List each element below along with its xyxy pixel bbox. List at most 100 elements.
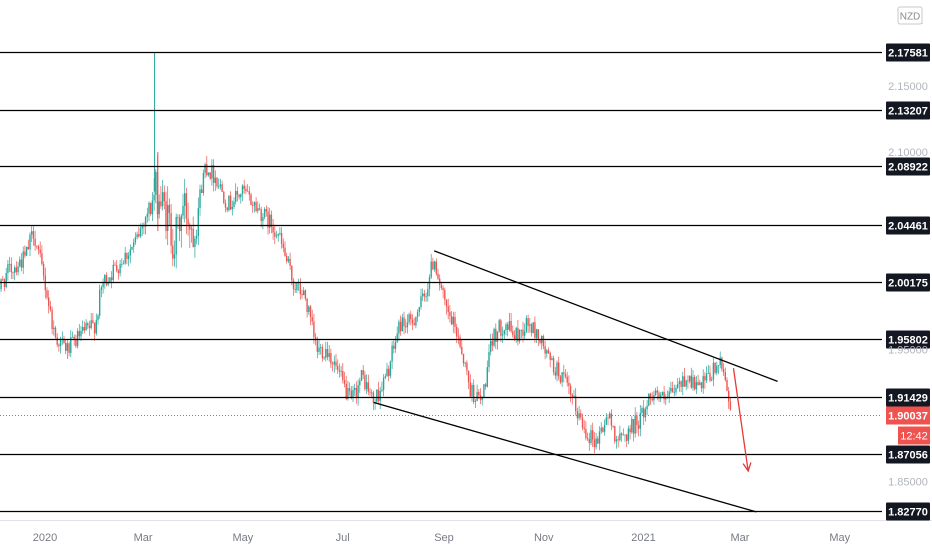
candle <box>597 436 598 444</box>
candle <box>310 305 311 325</box>
countdown-label: 12:42 <box>900 431 928 443</box>
candle-body <box>458 336 459 337</box>
candle <box>159 194 160 218</box>
candle <box>131 247 132 251</box>
candle <box>308 305 309 315</box>
candle-body <box>53 328 54 329</box>
candle <box>376 389 377 403</box>
candle-body <box>283 244 284 248</box>
candle-body <box>77 331 78 346</box>
candle-body <box>332 364 333 365</box>
candle <box>179 214 180 241</box>
candle-body <box>402 317 403 331</box>
candle <box>663 386 664 404</box>
candle-body <box>657 391 658 393</box>
candle-body <box>303 290 304 295</box>
candle-body <box>703 376 704 388</box>
candle-body <box>478 392 479 395</box>
candle <box>272 219 273 240</box>
candle <box>133 239 134 253</box>
candle-body <box>329 353 330 357</box>
candle-body <box>714 363 715 373</box>
candle-body <box>228 196 229 211</box>
candle <box>709 366 710 382</box>
candle <box>340 366 341 377</box>
candle <box>682 372 683 395</box>
candle-body <box>118 271 119 274</box>
candle-body <box>92 320 93 323</box>
candle-body <box>91 320 92 328</box>
candle <box>536 329 537 343</box>
candle-body <box>57 337 58 344</box>
candle-body <box>611 413 612 425</box>
candle-body <box>295 289 296 290</box>
candle <box>147 208 148 223</box>
candle-body <box>238 195 239 198</box>
time-tick-label: May <box>829 532 850 544</box>
price-axis[interactable]: 2.175812.132072.089222.044612.001751.958… <box>886 15 930 521</box>
candle-body <box>344 380 345 384</box>
candle <box>524 323 525 339</box>
candle-body <box>487 367 488 387</box>
candle-body <box>0 279 1 289</box>
candle <box>136 232 137 240</box>
candle-body <box>152 200 153 214</box>
candle-body <box>641 408 642 413</box>
candle <box>242 184 243 201</box>
candle <box>152 192 153 221</box>
candle-body <box>242 186 243 195</box>
candle <box>89 321 90 336</box>
candle-body <box>432 262 433 270</box>
candle <box>602 427 603 433</box>
candle <box>691 368 692 389</box>
candle-body <box>697 382 698 385</box>
candle-body <box>65 343 66 351</box>
candle-body <box>276 236 277 237</box>
candle-body <box>225 203 226 208</box>
candle-body <box>499 320 500 331</box>
candle-body <box>216 178 217 187</box>
candle <box>465 362 466 368</box>
candle <box>624 434 625 441</box>
candle <box>26 247 27 257</box>
candle-body <box>119 264 120 273</box>
candle-body <box>646 406 647 410</box>
candle <box>687 375 688 388</box>
candle-body <box>551 358 552 360</box>
candle <box>354 384 355 396</box>
candle <box>233 197 234 209</box>
candle <box>490 334 491 356</box>
candle-body <box>590 430 591 443</box>
candle-body <box>434 262 435 270</box>
candle <box>220 179 221 190</box>
candle-body <box>730 401 731 409</box>
candle-body <box>7 264 8 273</box>
candle-body <box>536 329 537 338</box>
candle <box>113 260 114 284</box>
candle-body <box>9 264 10 265</box>
candle <box>267 207 268 235</box>
candle-body <box>623 435 624 436</box>
candle <box>495 323 496 349</box>
candle <box>65 340 66 355</box>
candle <box>441 282 442 290</box>
candle-body <box>628 429 629 441</box>
candle-body <box>186 193 187 219</box>
candle <box>240 194 241 204</box>
candle-body <box>665 398 666 399</box>
candle <box>278 233 279 242</box>
candle <box>337 359 338 374</box>
candle-body <box>425 296 426 297</box>
candle <box>208 172 209 176</box>
candle-body <box>293 280 294 289</box>
candle-body <box>181 216 182 232</box>
candle <box>169 198 170 225</box>
candle-body <box>357 385 358 398</box>
candle-body <box>570 386 571 395</box>
candle <box>403 312 404 335</box>
level-label: 2.17581 <box>888 48 928 60</box>
candle <box>386 363 387 377</box>
